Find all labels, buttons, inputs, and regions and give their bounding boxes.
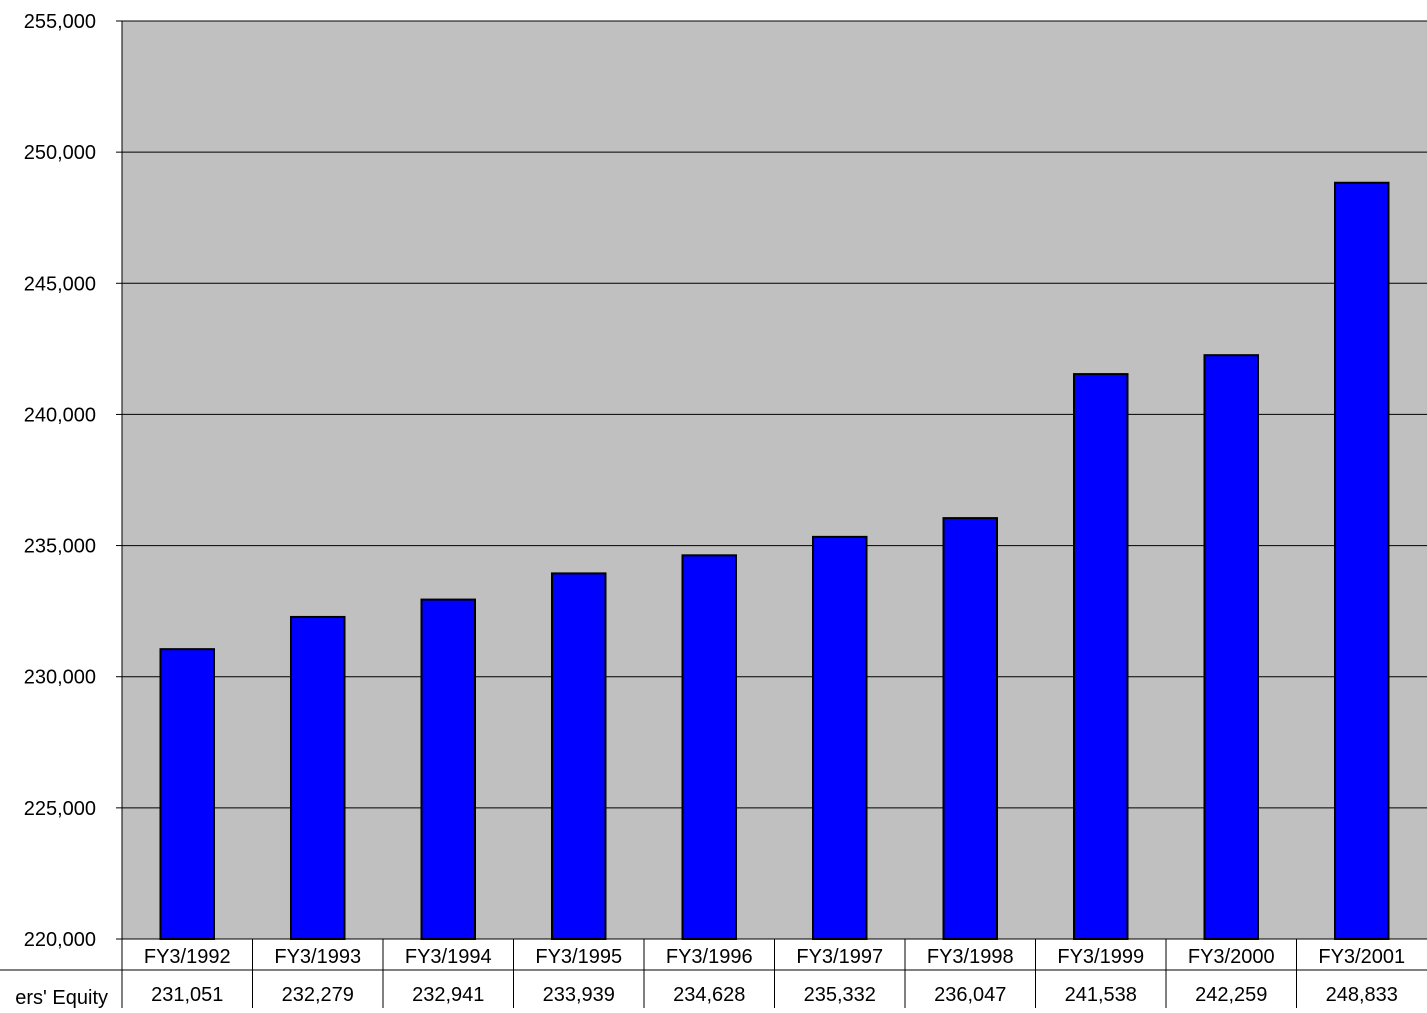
y-tick-label: 225,000 <box>24 798 96 820</box>
bar <box>1203 354 1260 940</box>
bar <box>289 615 346 941</box>
x-category-label: FY3/1993 <box>274 946 361 968</box>
bar <box>942 517 999 940</box>
x-category-label: FY3/1998 <box>927 946 1014 968</box>
y-tick-label: 220,000 <box>24 929 96 951</box>
x-category-label: FY3/1996 <box>666 946 753 968</box>
bar <box>550 572 607 941</box>
bar <box>420 598 477 940</box>
data-table-value: 242,259 <box>1195 984 1267 1006</box>
data-table-value: 235,332 <box>804 984 876 1006</box>
series-name-label: ers' Equity <box>15 987 108 1008</box>
data-table-value: 232,279 <box>282 984 354 1006</box>
y-tick-label: 230,000 <box>24 667 96 689</box>
data-table-value: 236,047 <box>934 984 1006 1006</box>
y-tick-label: 250,000 <box>24 142 96 164</box>
y-tick-label: 255,000 <box>24 11 96 33</box>
x-category-label: FY3/1995 <box>535 946 622 968</box>
y-tick-label: 240,000 <box>24 404 96 426</box>
bar <box>811 535 868 940</box>
bar <box>159 648 216 940</box>
data-table-value: 232,941 <box>412 984 484 1006</box>
x-category-label: FY3/1999 <box>1057 946 1144 968</box>
data-table: FY3/1992 231,051 FY3/1993 232,279 FY3/1994 23… <box>0 938 1427 1009</box>
x-category-label: FY3/1994 <box>405 946 492 968</box>
bar <box>681 554 738 940</box>
y-tick-label: 235,000 <box>24 536 96 558</box>
x-category-label: FY3/1997 <box>796 946 883 968</box>
x-category-label: FY3/2000 <box>1188 946 1275 968</box>
x-category-label: FY3/1992 <box>144 946 231 968</box>
y-tick-label: 245,000 <box>24 273 96 295</box>
data-table-value: 231,051 <box>151 984 223 1006</box>
y-axis: 220,000 225,000 230,000 235,000 240,000 245,0… <box>24 11 123 1008</box>
data-table-value: 234,628 <box>673 984 745 1006</box>
x-category-label: FY3/2001 <box>1318 946 1405 968</box>
bar <box>1333 181 1390 941</box>
data-table-value: 241,538 <box>1065 984 1137 1006</box>
bar <box>1072 373 1129 940</box>
data-table-value: 248,833 <box>1326 984 1398 1006</box>
data-table-value: 233,939 <box>543 984 615 1006</box>
